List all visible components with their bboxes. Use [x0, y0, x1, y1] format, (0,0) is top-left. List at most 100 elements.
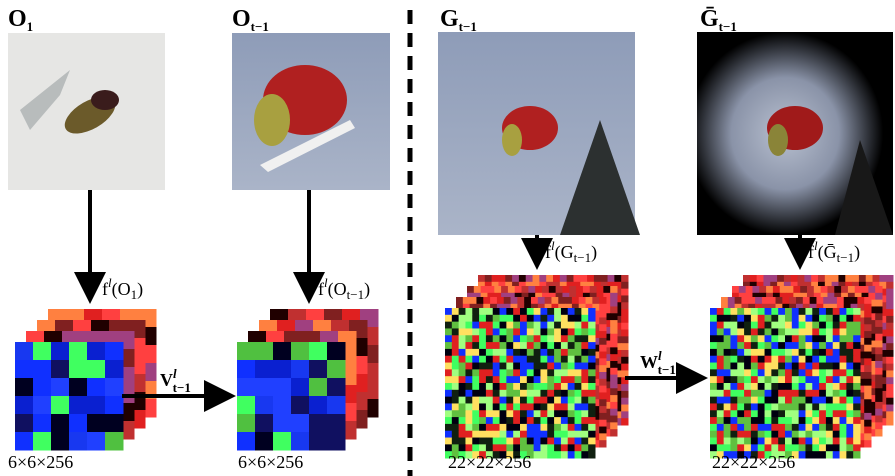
- cell: [840, 335, 847, 342]
- cell: [778, 322, 785, 329]
- cell: [710, 308, 717, 315]
- cell: [465, 349, 472, 356]
- cell: [459, 315, 466, 322]
- cell: [581, 349, 588, 356]
- cell: [751, 410, 758, 417]
- cell: [69, 396, 88, 415]
- cell: [853, 356, 860, 363]
- cell: [506, 410, 513, 417]
- cell: [610, 306, 617, 313]
- cell: [599, 338, 606, 345]
- cell: [751, 383, 758, 390]
- cell: [520, 438, 527, 445]
- cell: [500, 363, 507, 370]
- cell: [540, 417, 547, 424]
- cell: [792, 410, 799, 417]
- cell: [583, 286, 590, 293]
- cell: [445, 308, 452, 315]
- cell: [472, 335, 479, 342]
- cell: [506, 322, 513, 329]
- cell: [751, 438, 758, 445]
- cell: [445, 363, 452, 370]
- cell: [621, 323, 628, 330]
- cell: [581, 403, 588, 410]
- cell: [773, 286, 780, 293]
- cell: [771, 308, 778, 315]
- cell: [465, 369, 472, 376]
- cell: [886, 357, 893, 364]
- cell: [513, 376, 520, 383]
- cell: [445, 431, 452, 438]
- cell: [599, 433, 606, 440]
- cell: [812, 322, 819, 329]
- cell: [520, 431, 527, 438]
- cell: [832, 275, 839, 282]
- cell: [710, 431, 717, 438]
- cell: [575, 322, 582, 329]
- cell: [513, 397, 520, 404]
- cell: [273, 432, 292, 451]
- cell: [758, 424, 765, 431]
- cell: [580, 275, 587, 282]
- cell: [840, 376, 847, 383]
- cell: [853, 335, 860, 342]
- cell: [588, 424, 595, 431]
- cell: [567, 275, 574, 282]
- cell: [744, 376, 751, 383]
- cell: [730, 417, 737, 424]
- cell: [853, 417, 860, 424]
- cell: [309, 414, 328, 433]
- cell: [549, 286, 556, 293]
- cell: [864, 420, 871, 427]
- cell: [527, 383, 534, 390]
- cell: [717, 328, 724, 335]
- cell: [506, 424, 513, 431]
- cell: [547, 349, 554, 356]
- cell: [486, 403, 493, 410]
- cell: [833, 383, 840, 390]
- cell: [807, 286, 814, 293]
- cell: [792, 322, 799, 329]
- cell: [588, 410, 595, 417]
- cell: [710, 342, 717, 349]
- cell: [819, 308, 826, 315]
- cell: [445, 444, 452, 451]
- cell: [445, 390, 452, 397]
- cell: [785, 369, 792, 376]
- cell: [800, 286, 807, 293]
- cell: [758, 363, 765, 370]
- cell: [765, 308, 772, 315]
- cell: [765, 424, 772, 431]
- cell: [513, 349, 520, 356]
- cell: [758, 328, 765, 335]
- cell: [853, 328, 860, 335]
- cell: [771, 424, 778, 431]
- cell: [479, 444, 486, 451]
- cell: [486, 417, 493, 424]
- cell: [581, 424, 588, 431]
- cell: [730, 390, 737, 397]
- cell: [599, 372, 606, 379]
- cell: [568, 417, 575, 424]
- cell: [710, 328, 717, 335]
- cell: [486, 424, 493, 431]
- cell: [465, 444, 472, 451]
- feature-layer: [237, 342, 346, 451]
- cell: [846, 417, 853, 424]
- cell: [846, 410, 853, 417]
- cell: [886, 411, 893, 418]
- cell: [833, 369, 840, 376]
- cell: [710, 376, 717, 383]
- cell: [853, 363, 860, 370]
- cell: [568, 410, 575, 417]
- cell: [513, 315, 520, 322]
- cell: [534, 363, 541, 370]
- cell: [465, 424, 472, 431]
- cell: [812, 349, 819, 356]
- cell: [575, 424, 582, 431]
- cell: [500, 315, 507, 322]
- cell: [758, 410, 765, 417]
- cell: [862, 286, 869, 293]
- cell: [500, 335, 507, 342]
- cell: [717, 438, 724, 445]
